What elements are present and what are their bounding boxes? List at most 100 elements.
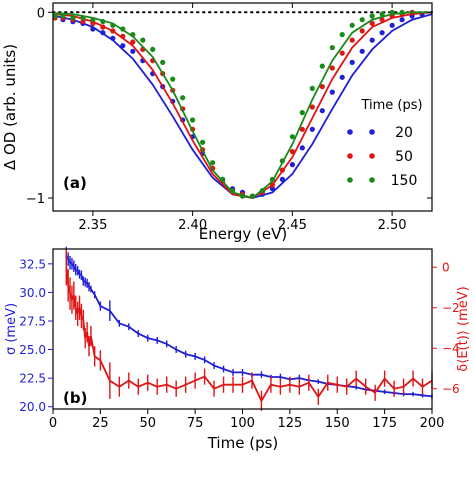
data-point-20-32 bbox=[369, 37, 375, 43]
data-point-50-26 bbox=[309, 104, 315, 110]
data-point-150-0 bbox=[52, 13, 58, 19]
data-point-50-4 bbox=[90, 20, 96, 26]
x-tick-label-3: 75 bbox=[187, 416, 204, 431]
data-point-50-32 bbox=[369, 20, 375, 26]
legend-marker-right-20 bbox=[369, 129, 375, 135]
legend-marker-right-50 bbox=[369, 153, 375, 159]
data-point-150-29 bbox=[339, 31, 345, 38]
data-point-50-31 bbox=[359, 28, 365, 34]
data-point-20-28 bbox=[329, 89, 335, 95]
data-point-150-26 bbox=[309, 85, 315, 91]
data-point-20-35 bbox=[399, 17, 405, 23]
x-tick-label-2: 2.45 bbox=[278, 218, 307, 233]
data-point-50-29 bbox=[339, 50, 345, 56]
legend-marker-left-20 bbox=[347, 129, 353, 135]
data-point-150-20 bbox=[249, 193, 256, 199]
data-point-150-28 bbox=[329, 45, 335, 51]
legend-marker-left-150 bbox=[347, 177, 353, 183]
panel-a-x-axis-label: Energy (eV) bbox=[199, 225, 287, 243]
panel-a-marks bbox=[52, 9, 433, 199]
x-tick-label-0: 2.35 bbox=[78, 218, 107, 233]
x-tick-label-5: 125 bbox=[277, 416, 302, 431]
x-tick-label-2: 50 bbox=[139, 416, 156, 431]
data-point-50-7 bbox=[120, 33, 126, 40]
data-point-20-5 bbox=[100, 30, 106, 36]
data-point-20-29 bbox=[339, 74, 345, 80]
panel-b-left-y-ticks: 20.0 22.5 25.0 27.5 30.0 32.5 bbox=[19, 257, 53, 414]
legend-marker-right-150 bbox=[369, 177, 375, 183]
data-point-150-9 bbox=[140, 37, 146, 43]
data-point-150-8 bbox=[130, 31, 136, 38]
x-tick-label-4: 100 bbox=[230, 416, 255, 431]
data-point-20-8 bbox=[130, 48, 136, 54]
left-y-tick-label-4: 30.0 bbox=[19, 286, 46, 300]
panel-a-y-axis-label: Δ OD (arb. units) bbox=[1, 44, 19, 170]
data-point-150-35 bbox=[399, 9, 405, 15]
data-point-50-6 bbox=[110, 28, 116, 34]
data-point-50-28 bbox=[329, 65, 335, 71]
x-tick-label-3: 2.50 bbox=[378, 218, 407, 233]
data-point-50-24 bbox=[289, 149, 295, 155]
right-y-tick-label-2: −4 bbox=[442, 342, 460, 356]
left-y-tick-label-5: 32.5 bbox=[19, 257, 46, 271]
data-point-150-32 bbox=[369, 13, 375, 19]
data-point-150-27 bbox=[319, 63, 325, 69]
right-y-tick-label-0: 0 bbox=[442, 261, 450, 275]
panel-b-right-y-axis-label: δ⟨E(t)⟩ (meV) bbox=[456, 286, 471, 371]
data-point-50-8 bbox=[130, 39, 136, 45]
panel-b-x-axis-label: Time (ps) bbox=[207, 434, 279, 452]
legend-label-50: 50 bbox=[395, 149, 413, 165]
data-point-150-33 bbox=[379, 11, 385, 17]
data-point-150-34 bbox=[389, 9, 395, 15]
data-point-50-27 bbox=[319, 84, 325, 90]
panel-b-right-y-ticks: 0 −2 −4 −6 bbox=[432, 261, 460, 396]
panel-b-x-ticks: 0 25 50 75 100 125 150 175 200 bbox=[49, 409, 444, 431]
right-y-tick-label-1: −2 bbox=[442, 301, 460, 315]
panel-a-legend: Time (ps) 20 50 150 bbox=[347, 98, 423, 189]
data-point-50-3 bbox=[80, 19, 86, 25]
data-point-150-12 bbox=[170, 76, 176, 82]
data-point-150-31 bbox=[359, 17, 365, 23]
left-y-tick-label-1: 22.5 bbox=[19, 372, 46, 386]
data-point-20-34 bbox=[389, 22, 395, 28]
panel-a-label: (a) bbox=[63, 174, 87, 192]
data-point-150-18 bbox=[229, 188, 236, 194]
data-point-150-16 bbox=[210, 160, 216, 166]
data-point-50-33 bbox=[379, 17, 385, 23]
right-y-tick-label-3: −6 bbox=[442, 382, 460, 396]
y-tick-label-0: 0 bbox=[37, 6, 45, 21]
data-point-150-4 bbox=[90, 17, 96, 23]
data-point-150-3 bbox=[80, 15, 86, 21]
data-point-50-5 bbox=[100, 24, 106, 30]
legend-marker-left-50 bbox=[347, 153, 353, 159]
data-point-150-15 bbox=[200, 139, 206, 145]
data-point-20-30 bbox=[349, 59, 355, 65]
x-tick-label-7: 175 bbox=[372, 416, 397, 431]
data-point-20-4 bbox=[90, 26, 96, 32]
data-point-20-24 bbox=[289, 162, 295, 168]
data-point-50-23 bbox=[279, 167, 285, 173]
data-point-50-30 bbox=[349, 37, 355, 43]
panel-b: 0 25 50 75 100 125 150 175 200 20.0 22.5 25.0 27.5 3… bbox=[4, 246, 471, 452]
left-y-tick-label-3: 27.5 bbox=[19, 315, 46, 329]
data-point-150-6 bbox=[110, 22, 116, 28]
data-point-150-30 bbox=[349, 22, 355, 28]
legend-label-20: 20 bbox=[395, 125, 413, 141]
panel-b-left-y-axis-label: σ (meV) bbox=[4, 303, 19, 355]
data-point-150-19 bbox=[239, 193, 246, 199]
panel-b-marks bbox=[65, 246, 433, 411]
x-tick-label-0: 0 bbox=[49, 416, 57, 431]
legend-label-150: 150 bbox=[391, 173, 418, 189]
data-point-20-6 bbox=[110, 35, 116, 41]
x-tick-label-1: 2.40 bbox=[178, 218, 207, 233]
data-point-20-33 bbox=[379, 30, 385, 36]
data-point-150-14 bbox=[190, 117, 196, 123]
data-point-150-5 bbox=[100, 19, 106, 25]
series-line-left bbox=[65, 255, 433, 398]
data-point-150-10 bbox=[150, 46, 156, 53]
data-point-50-25 bbox=[299, 126, 305, 132]
y-tick-label-1: −1 bbox=[26, 192, 45, 207]
x-tick-label-6: 150 bbox=[325, 416, 350, 431]
data-point-20-25 bbox=[299, 145, 305, 151]
data-point-150-2 bbox=[70, 15, 76, 21]
